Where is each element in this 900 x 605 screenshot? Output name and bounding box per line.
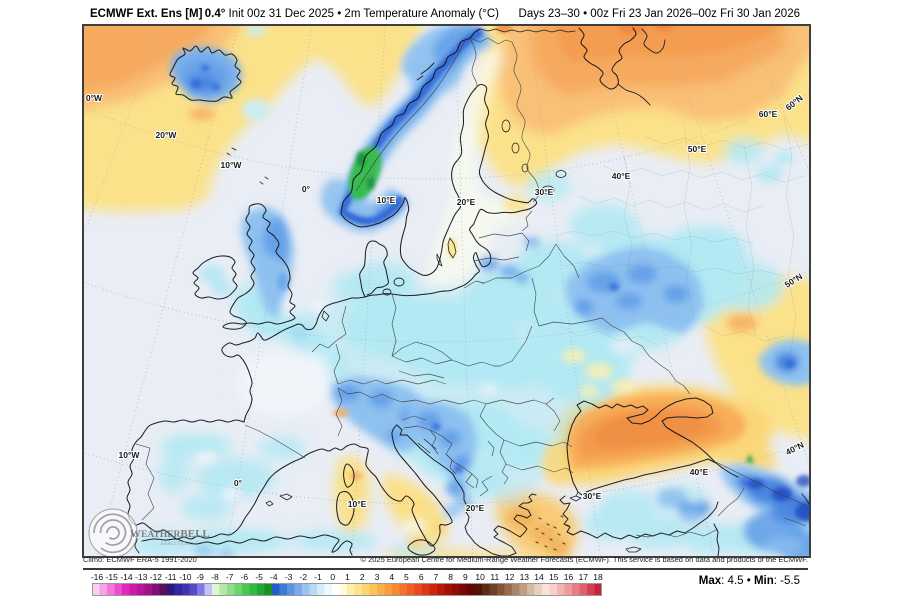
svg-text:50°E: 50°E xyxy=(688,144,707,154)
svg-text:10°E: 10°E xyxy=(377,195,396,205)
svg-text:0°: 0° xyxy=(302,184,311,194)
svg-text:30°E: 30°E xyxy=(535,187,554,197)
svg-text:ANALYTICS LLC: ANALYTICS LLC xyxy=(160,542,199,547)
svg-text:0°W: 0°W xyxy=(86,93,103,103)
svg-text:20°E: 20°E xyxy=(466,503,485,513)
svg-text:20°W: 20°W xyxy=(156,130,178,140)
svg-text:60°E: 60°E xyxy=(759,109,778,119)
svg-text:10°E: 10°E xyxy=(348,499,367,509)
svg-text:30°E: 30°E xyxy=(583,491,602,501)
svg-text:WEATHERBELL: WEATHERBELL xyxy=(130,528,210,540)
svg-text:0°: 0° xyxy=(234,478,243,488)
svg-text:10°W: 10°W xyxy=(119,450,141,460)
svg-text:40°E: 40°E xyxy=(612,171,631,181)
svg-text:40°E: 40°E xyxy=(690,467,709,477)
svg-text:20°E: 20°E xyxy=(457,197,476,207)
svg-text:10°W: 10°W xyxy=(221,160,243,170)
